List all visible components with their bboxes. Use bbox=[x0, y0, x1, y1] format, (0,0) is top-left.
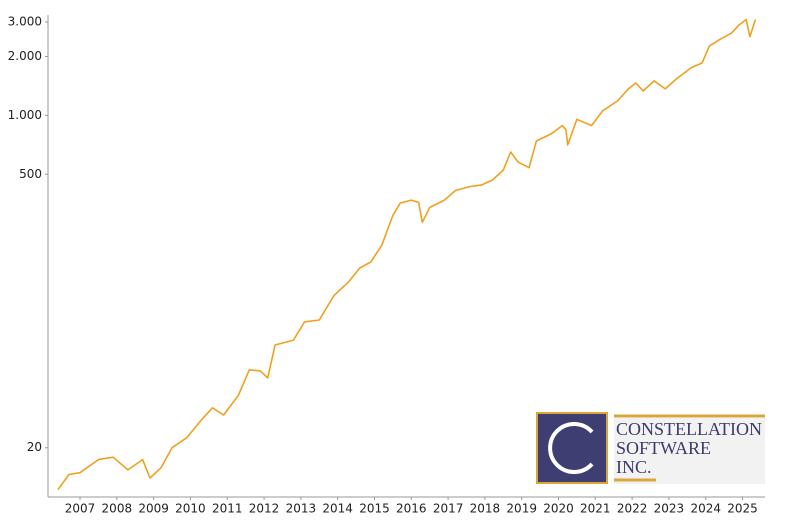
x-tick-label: 2008 bbox=[102, 502, 133, 516]
x-tick-label: 2007 bbox=[65, 502, 96, 516]
y-tick-label: 1.000 bbox=[8, 108, 42, 122]
logo: CONSTELLATION SOFTWARE INC. bbox=[536, 412, 765, 484]
x-tick-label: 2013 bbox=[286, 502, 317, 516]
x-tick-label: 2014 bbox=[322, 502, 353, 516]
x-tick-label: 2009 bbox=[138, 502, 169, 516]
x-tick-label: 2018 bbox=[470, 502, 501, 516]
x-tick-label: 2017 bbox=[433, 502, 464, 516]
x-tick-label: 2016 bbox=[396, 502, 427, 516]
y-tick-label: 500 bbox=[19, 167, 42, 181]
x-tick-label: 2015 bbox=[359, 502, 390, 516]
logo-bg bbox=[614, 418, 765, 484]
x-tick-label: 2024 bbox=[690, 502, 721, 516]
line bbox=[57, 18, 757, 491]
x-tick-label: 2023 bbox=[654, 502, 685, 516]
logo-text: SOFTWARE bbox=[616, 438, 711, 458]
x-tick-label: 2012 bbox=[249, 502, 280, 516]
x-tick-label: 2020 bbox=[543, 502, 574, 516]
y-tick-label: 2.000 bbox=[8, 49, 42, 63]
x-tick-label: 2021 bbox=[580, 502, 611, 516]
y-tick-label: 20 bbox=[27, 440, 42, 454]
logo-text: CONSTELLATION bbox=[616, 419, 762, 439]
x-tick-label: 2022 bbox=[617, 502, 648, 516]
x-tick-label: 2025 bbox=[727, 502, 758, 516]
y-tick-label: 3.000 bbox=[8, 15, 42, 29]
x-tick-label: 2019 bbox=[506, 502, 537, 516]
logo-c bbox=[548, 422, 594, 474]
x-tick-label: 2011 bbox=[212, 502, 243, 516]
x-tick-label: 2010 bbox=[175, 502, 206, 516]
logo-text: INC. bbox=[616, 457, 652, 477]
